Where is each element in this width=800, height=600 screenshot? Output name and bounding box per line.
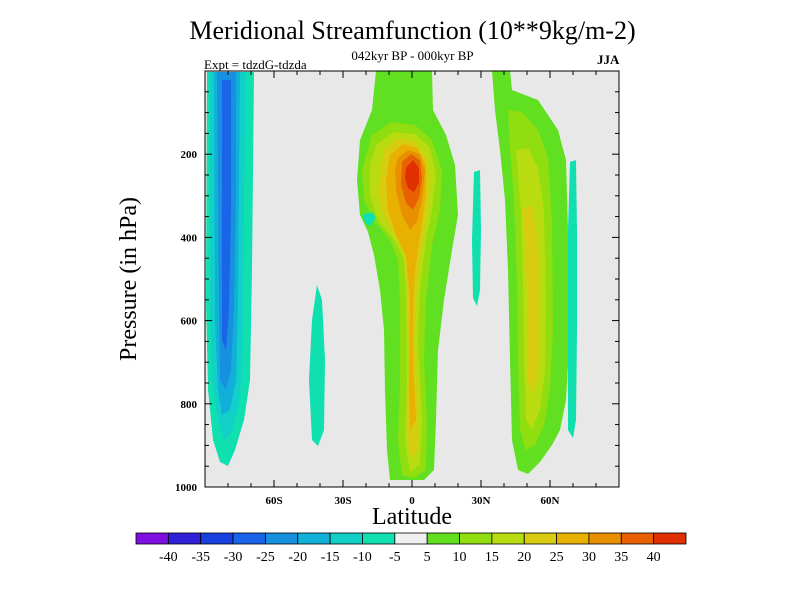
colorbar-label: 30 [582,550,596,565]
nh-level-20 [522,205,540,395]
colorbar-swatch [491,532,525,545]
colorbar-label: 25 [550,550,564,565]
y-tick-label: 600 [181,316,198,328]
colorbar-swatch [329,532,363,545]
colorbar-label: -35 [191,550,210,565]
y-axis-title: Pressure (in hPa) [116,197,142,361]
contour-fills [206,71,577,480]
colorbar-swatch [200,532,234,545]
colorbar-swatch [426,532,460,545]
colorbar-swatch [653,532,687,545]
colorbar-label: -25 [256,550,275,565]
colorbar-label: 10 [453,550,467,565]
colorbar-label: -5 [389,550,401,565]
y-tick-label: 400 [181,232,198,244]
season-label: JJA [597,52,620,67]
x-tick-label: 0 [409,495,415,507]
experiment-label: Expt = tdzdG-tdzda [204,57,307,72]
colorbar-label: 20 [517,550,531,565]
sh-cell-level-30 [222,80,231,350]
sh-midlat-blob [309,285,325,446]
eq-core-40 [405,160,419,192]
colorbar-label: -40 [159,550,178,565]
y-tick-label: 1000 [175,482,198,494]
colorbar-swatch [588,532,622,545]
x-tick-label: 60S [265,495,282,507]
colorbar-label: 40 [647,550,661,565]
colorbar-label: -15 [321,550,340,565]
nh-negative-strip [568,160,577,438]
nh-midlat-negative-strip [472,170,481,306]
colorbar-swatch [523,532,557,545]
colorbar-swatch [232,532,266,545]
y-tick-label: 200 [181,149,198,161]
x-tick-label: 30N [472,495,491,507]
y-tick-label: 800 [181,399,198,411]
colorbar-swatch [394,532,428,545]
colorbar-label: -30 [224,550,243,565]
colorbar-swatch [556,532,590,545]
colorbar-label: -10 [353,550,372,565]
chart-title: Meridional Streamfunction (10**9kg/m-2) [189,16,636,45]
colorbar-label: -20 [288,550,307,565]
chart-subtitle: 042kyr BP - 000kyr BP [351,48,474,63]
colorbar-swatch [167,532,202,545]
colorbar-label: 35 [614,550,628,565]
colorbar-swatch [297,532,331,545]
x-axis-title: Latitude [372,504,452,530]
colorbar-swatch [362,532,396,545]
axis-layer: 200 400 600 800 1000 60S 30S 0 30N 60N Latitude Pre… [116,71,619,530]
colorbar-swatch [459,532,493,545]
colorbar-swatch [620,532,655,545]
eq-negative-patch [362,212,376,226]
colorbar-swatch [135,532,169,545]
colorbar-label: 15 [485,550,499,565]
x-tick-label: 30S [334,495,351,507]
colorbar-label: 5 [424,550,431,565]
x-tick-label: 60N [541,495,560,507]
colorbar-swatch [265,532,299,545]
colorbar: -40 -35 -30 -25 -20 -15 -10 -5 5 10 15 20 25 30 35 40 [135,532,687,565]
